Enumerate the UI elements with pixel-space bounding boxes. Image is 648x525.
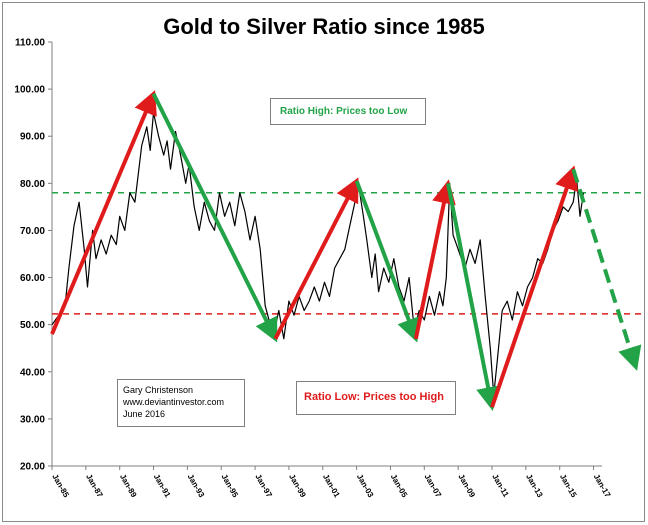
x-tick-label: Jan-91 bbox=[152, 473, 173, 500]
credit-box: Gary Christenson www.deviantinvestor.com… bbox=[117, 379, 245, 427]
x-tick-label: Jan-11 bbox=[490, 473, 511, 500]
y-axis: 20.00 30.00 40.00 50.00 60.00 70.00 80.00 90.00… bbox=[14, 38, 53, 473]
x-tick-label: Jan-95 bbox=[219, 473, 240, 500]
y-tick-label: 30.00 bbox=[20, 414, 45, 425]
ratio-high-annotation: Ratio High: Prices too Low bbox=[270, 98, 426, 125]
chart-title: Gold to Silver Ratio since 1985 bbox=[163, 14, 485, 39]
red-trend-arrow bbox=[490, 165, 579, 408]
y-tick-label: 110.00 bbox=[15, 38, 45, 49]
y-tick-label: 70.00 bbox=[20, 226, 45, 237]
y-tick-label: 80.00 bbox=[20, 179, 45, 190]
x-tick-label: Jan-05 bbox=[389, 473, 410, 500]
green-trend-arrow bbox=[446, 182, 500, 412]
reference-lines bbox=[52, 192, 642, 315]
x-tick-label: Jan-87 bbox=[84, 473, 105, 500]
credit-author: Gary Christenson bbox=[123, 385, 194, 395]
green-trend-arrow bbox=[151, 92, 278, 343]
x-tick-label: Jan-93 bbox=[186, 473, 207, 500]
x-tick-label: Jan-07 bbox=[423, 473, 444, 500]
red-trend-arrow bbox=[50, 90, 157, 335]
x-tick-label: Jan-17 bbox=[592, 473, 613, 500]
x-axis: Jan-85 Jan-87 Jan-89 Jan-91 Jan-93 Jan-95 Jan-… bbox=[50, 465, 613, 500]
green-trend-arrow bbox=[354, 180, 421, 343]
x-tick-label: Jan-15 bbox=[558, 473, 579, 500]
y-tick-label: 100.00 bbox=[14, 85, 45, 96]
x-tick-label: Jan-85 bbox=[50, 473, 71, 500]
y-tick-label: 20.00 bbox=[20, 462, 45, 473]
x-tick-label: Jan-97 bbox=[253, 473, 274, 500]
y-tick-label: 40.00 bbox=[20, 367, 45, 378]
red-trend-arrow bbox=[273, 177, 359, 340]
x-tick-label: Jan-99 bbox=[287, 473, 308, 500]
ratio-low-annotation: Ratio Low: Prices too High bbox=[296, 381, 456, 415]
y-tick-label: 60.00 bbox=[20, 273, 45, 284]
x-tick-label: Jan-13 bbox=[524, 473, 545, 500]
credit-website: www.deviantinvestor.com bbox=[123, 397, 225, 407]
credit-date: June 2016 bbox=[123, 409, 166, 419]
trend-arrows bbox=[50, 90, 642, 412]
x-tick-label: Jan-09 bbox=[456, 473, 477, 500]
x-tick-label: Jan-89 bbox=[118, 473, 139, 500]
x-tick-label: Jan-03 bbox=[355, 473, 376, 500]
green-trend-arrow bbox=[571, 168, 642, 371]
x-tick-label: Jan-01 bbox=[321, 473, 342, 500]
y-tick-label: 90.00 bbox=[20, 132, 45, 143]
red-trend-arrow bbox=[413, 179, 456, 340]
y-tick-label: 50.00 bbox=[20, 320, 45, 331]
